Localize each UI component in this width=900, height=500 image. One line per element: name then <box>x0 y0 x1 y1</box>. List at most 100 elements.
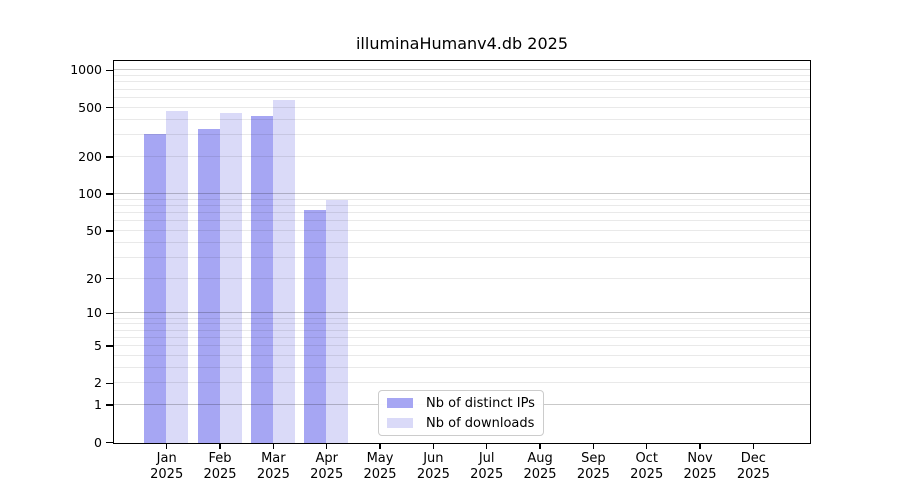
gridline-minor <box>114 329 810 331</box>
chart-title: illuminaHumanv4.db 2025 <box>355 34 568 53</box>
bar-mar-downloads <box>272 99 295 443</box>
bar-apr-distinct-ips <box>304 209 327 443</box>
legend-row-distinct-ips: Nb of distinct IPs <box>387 395 535 411</box>
x-tick-year: 2025 <box>683 467 717 482</box>
gridline-minor <box>114 134 810 136</box>
bar-jan-downloads <box>166 110 189 443</box>
x-tick-month: Nov <box>687 451 713 466</box>
gridline-minor <box>114 88 810 90</box>
legend-swatch <box>387 398 413 408</box>
x-tick-label-aug: Aug 2025 <box>510 451 570 483</box>
gridline-minor <box>114 106 810 108</box>
x-tick-year: 2025 <box>363 467 397 482</box>
x-tick-year: 2025 <box>523 467 557 482</box>
y-tick-label-200: 200 <box>78 148 102 164</box>
y-tick-label-50: 50 <box>86 222 102 238</box>
gridline-minor <box>114 211 810 213</box>
gridline-minor <box>114 198 810 200</box>
gridline-minor <box>114 354 810 356</box>
x-tick-year: 2025 <box>416 467 450 482</box>
gridline-minor <box>114 204 810 206</box>
x-tick-label-jan: Jan 2025 <box>137 451 197 483</box>
x-tick-month: Jan <box>156 451 177 466</box>
y-tick-mark <box>106 441 113 444</box>
x-tick-label-nov: Nov 2025 <box>670 451 730 483</box>
gridline-minor <box>114 220 810 222</box>
gridline-minor <box>114 96 810 98</box>
gridline-minor <box>114 256 810 258</box>
x-tick-month: May <box>366 451 394 466</box>
y-tick-mark <box>106 382 113 385</box>
x-tick-label-mar: Mar 2025 <box>243 451 303 483</box>
y-tick-label-20: 20 <box>86 270 102 286</box>
plot-area: Nb of distinct IPs Nb of downloads <box>113 60 811 444</box>
x-tick-label-jun: Jun 2025 <box>403 451 463 483</box>
x-tick-label-dec: Dec 2025 <box>723 451 783 483</box>
gridline-minor <box>114 317 810 319</box>
y-tick-label-1000: 1000 <box>70 62 102 78</box>
y-tick-mark <box>106 277 113 280</box>
x-tick-month: Mar <box>261 451 286 466</box>
x-tick-year: 2025 <box>470 467 504 482</box>
legend-label: Nb of distinct IPs <box>426 395 535 411</box>
x-tick-year: 2025 <box>203 467 237 482</box>
gridline-minor <box>114 155 810 157</box>
y-tick-mark <box>106 345 113 347</box>
y-tick-mark <box>106 230 113 232</box>
legend-row-downloads: Nb of downloads <box>387 415 535 431</box>
bar-apr-downloads <box>326 200 349 443</box>
bar-mar-distinct-ips <box>250 115 273 443</box>
legend-label: Nb of downloads <box>426 415 535 431</box>
x-tick-mark <box>485 444 488 449</box>
gridline-major <box>114 312 810 314</box>
x-tick-mark <box>699 444 701 449</box>
legend: Nb of distinct IPs Nb of downloads <box>378 390 544 436</box>
plot-inner: Nb of distinct IPs Nb of downloads <box>114 61 810 443</box>
x-tick-mark <box>432 444 435 449</box>
y-tick-label-100: 100 <box>78 185 102 201</box>
y-tick-label-1: 1 <box>94 396 102 412</box>
y-tick-mark <box>106 193 113 195</box>
x-tick-year: 2025 <box>576 467 610 482</box>
gridline-minor <box>114 382 810 384</box>
y-tick-mark <box>106 156 113 158</box>
y-tick-label-2: 2 <box>94 375 102 391</box>
x-tick-mark <box>539 444 541 449</box>
x-tick-mark <box>645 444 648 449</box>
gridline-major <box>114 69 810 71</box>
x-tick-month: Oct <box>635 451 658 466</box>
bar-jan-distinct-ips <box>144 133 167 443</box>
y-tick-mark <box>106 69 113 72</box>
y-tick-mark <box>106 106 113 109</box>
gridline-minor <box>114 277 810 279</box>
x-tick-year: 2025 <box>736 467 770 482</box>
y-tick-mark <box>106 312 113 315</box>
x-tick-label-apr: Apr 2025 <box>297 451 357 483</box>
gridline-minor <box>114 345 810 346</box>
gridline-minor <box>114 75 810 77</box>
gridline-minor <box>114 366 810 368</box>
x-tick-label-sep: Sep 2025 <box>563 451 623 483</box>
x-tick-mark <box>219 444 221 449</box>
x-tick-mark <box>325 444 328 449</box>
x-tick-year: 2025 <box>630 467 664 482</box>
x-tick-mark <box>379 444 381 449</box>
gridline-minor <box>114 336 810 338</box>
x-tick-month: Aug <box>527 451 553 466</box>
y-tick-label-0: 0 <box>94 434 102 450</box>
x-tick-year: 2025 <box>150 467 184 482</box>
x-tick-month: Feb <box>208 451 232 466</box>
x-tick-year: 2025 <box>256 467 290 482</box>
gridline-minor <box>114 81 810 83</box>
x-tick-mark <box>272 444 275 449</box>
x-tick-year: 2025 <box>310 467 344 482</box>
y-tick-mark <box>106 404 113 406</box>
x-tick-month: Sep <box>581 451 606 466</box>
y-tick-label-10: 10 <box>86 305 102 321</box>
y-tick-label-500: 500 <box>78 99 102 115</box>
gridline-minor <box>114 229 810 231</box>
x-tick-label-feb: Feb 2025 <box>190 451 250 483</box>
x-tick-mark <box>752 444 755 449</box>
x-tick-month: Jul <box>478 451 495 466</box>
